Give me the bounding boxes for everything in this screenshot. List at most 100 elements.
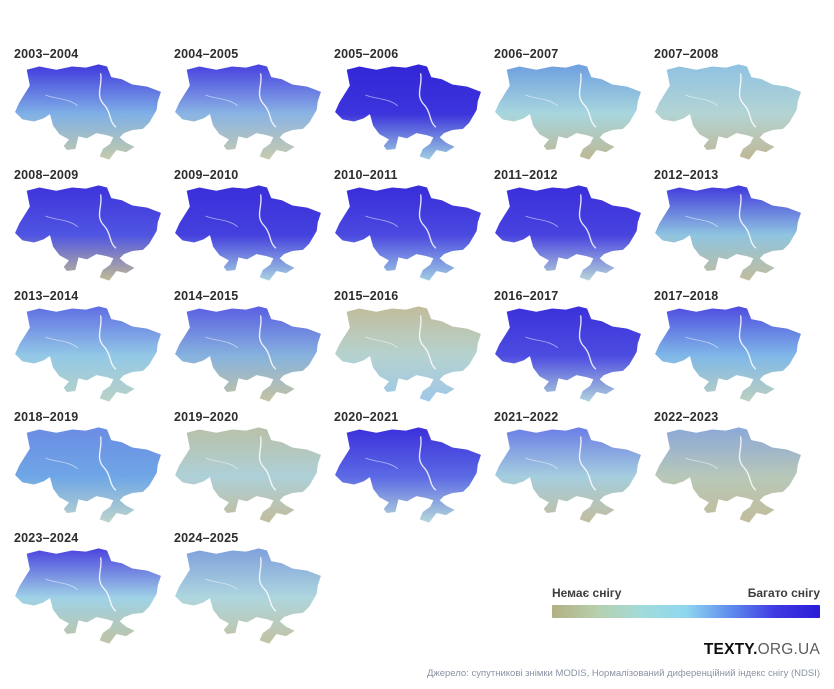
season-label: 2017–2018	[654, 289, 719, 303]
river-line	[365, 336, 398, 349]
season-map-cell: 2008–2009	[14, 167, 174, 288]
ukraine-map	[335, 64, 481, 160]
ukraine-map	[175, 427, 321, 523]
ukraine-land-shape	[335, 427, 481, 523]
season-map-cell: 2011–2012	[494, 167, 654, 288]
river-line	[685, 457, 718, 470]
ukraine-land-shape	[655, 306, 801, 402]
legend-left-label: Немає снігу	[552, 586, 622, 600]
season-map-cell: 2007–2008	[654, 46, 814, 167]
river-line	[45, 215, 78, 228]
river-line	[365, 94, 398, 107]
season-map-cell: 2003–2004	[14, 46, 174, 167]
ukraine-map	[495, 427, 641, 523]
legend-right-label: Багато снігу	[747, 586, 820, 600]
river-line	[45, 457, 78, 470]
dnipro-river-line	[578, 73, 597, 128]
ukraine-land-shape	[655, 64, 801, 160]
dnipro-river-line	[98, 436, 117, 491]
ukraine-land-shape	[335, 64, 481, 160]
season-map-cell: 2018–2019	[14, 409, 174, 530]
season-map-cell: 2019–2020	[174, 409, 334, 530]
seasons-grid: 2003–2004 2004–2005	[14, 46, 814, 651]
season-label: 2020–2021	[334, 410, 399, 424]
season-label: 2023–2024	[14, 531, 79, 545]
ukraine-map	[655, 64, 801, 160]
river-line	[45, 336, 78, 349]
ukraine-land-shape	[15, 427, 161, 523]
river-line	[45, 94, 78, 107]
dnipro-river-line	[98, 557, 117, 612]
season-map-cell: 2021–2022	[494, 409, 654, 530]
river-line	[45, 578, 78, 591]
ukraine-map	[15, 64, 161, 160]
river-line	[525, 336, 558, 349]
season-map-cell: 2024–2025	[174, 530, 334, 651]
dnipro-river-line	[738, 436, 757, 491]
season-map-cell: 2022–2023	[654, 409, 814, 530]
ukraine-land-shape	[175, 427, 321, 523]
ukraine-map	[175, 548, 321, 644]
ukraine-map	[655, 306, 801, 402]
ukraine-map	[495, 306, 641, 402]
ukraine-land-shape	[655, 185, 801, 281]
ukraine-map	[175, 306, 321, 402]
river-line	[525, 457, 558, 470]
legend-gradient-bar	[552, 605, 820, 618]
dnipro-river-line	[578, 436, 597, 491]
river-line	[205, 457, 238, 470]
dnipro-river-line	[738, 194, 757, 249]
season-label: 2011–2012	[494, 168, 558, 182]
river-line	[685, 94, 718, 107]
ukraine-land-shape	[15, 306, 161, 402]
season-label: 2022–2023	[654, 410, 719, 424]
season-label: 2012–2013	[654, 168, 719, 182]
season-map-cell: 2012–2013	[654, 167, 814, 288]
ukraine-land-shape	[15, 548, 161, 644]
ukraine-land-shape	[495, 427, 641, 523]
ukraine-land-shape	[495, 185, 641, 281]
season-map-cell: 2013–2014	[14, 288, 174, 409]
dnipro-river-line	[418, 194, 437, 249]
dnipro-river-line	[98, 73, 117, 128]
season-label: 2024–2025	[174, 531, 239, 545]
season-label: 2021–2022	[494, 410, 559, 424]
dnipro-river-line	[418, 315, 437, 370]
dnipro-river-line	[98, 194, 117, 249]
season-map-cell: 2016–2017	[494, 288, 654, 409]
river-line	[685, 215, 718, 228]
river-line	[685, 336, 718, 349]
ukraine-land-shape	[495, 64, 641, 160]
season-label: 2006–2007	[494, 47, 559, 61]
snow-legend: Немає снігу Багато снігу	[552, 586, 820, 618]
season-map-cell: 2023–2024	[14, 530, 174, 651]
ukraine-map	[655, 427, 801, 523]
ukraine-map	[335, 427, 481, 523]
season-label: 2014–2015	[174, 289, 239, 303]
season-map-cell: 2014–2015	[174, 288, 334, 409]
texty-logo-rest: ORG.UA	[757, 641, 820, 658]
river-line	[205, 215, 238, 228]
season-map-cell: 2005–2006	[334, 46, 494, 167]
ukraine-map	[15, 306, 161, 402]
ukraine-land-shape	[655, 427, 801, 523]
river-line	[205, 578, 238, 591]
season-label: 2009–2010	[174, 168, 239, 182]
season-map-cell: 2010–2011	[334, 167, 494, 288]
river-line	[365, 215, 398, 228]
season-map-cell: 2020–2021	[334, 409, 494, 530]
season-label: 2005–2006	[334, 47, 399, 61]
ukraine-map	[495, 64, 641, 160]
ukraine-map	[335, 185, 481, 281]
dnipro-river-line	[98, 315, 117, 370]
season-map-cell: 2009–2010	[174, 167, 334, 288]
season-label: 2008–2009	[14, 168, 79, 182]
ukraine-map	[175, 185, 321, 281]
ukraine-land-shape	[335, 306, 481, 402]
dnipro-river-line	[258, 73, 277, 128]
ukraine-map	[655, 185, 801, 281]
river-line	[205, 94, 238, 107]
ukraine-map	[15, 548, 161, 644]
season-map-cell: 2017–2018	[654, 288, 814, 409]
